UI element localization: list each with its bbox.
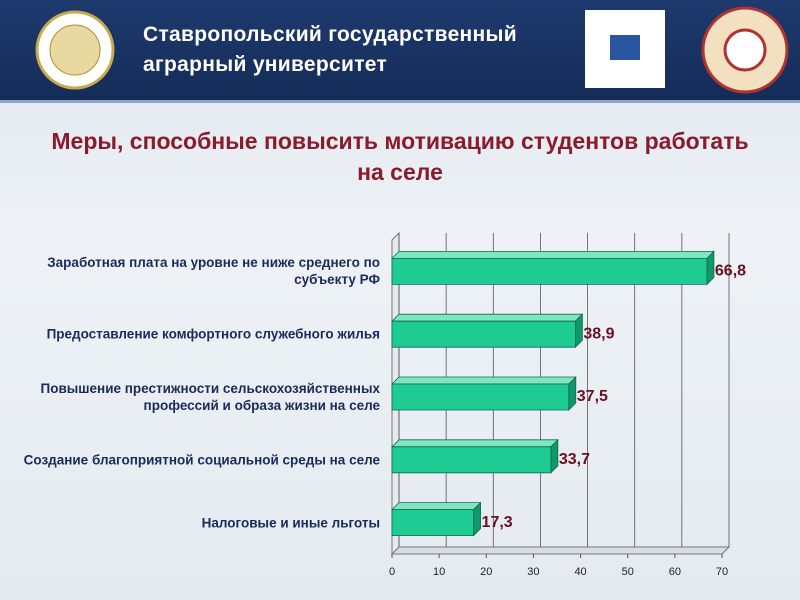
y-tick-label: Предоставление комфортного служебного жи… (46, 326, 380, 342)
x-tick-label: 60 (669, 566, 681, 578)
y-tick-label: Повышение престижности сельскохозяйствен… (40, 381, 380, 413)
header-title: аграрный университет (143, 53, 388, 76)
header: Ставропольский государственный аграрный … (0, 0, 800, 103)
bar (391, 313, 584, 349)
x-tick-label: 30 (527, 566, 539, 578)
logo (610, 35, 640, 60)
value-label: 66,8 (715, 263, 746, 280)
bar-face (391, 439, 559, 448)
x-tick-label: 0 (389, 566, 395, 578)
bar-face (391, 320, 576, 348)
bar-face (391, 258, 708, 285)
x-tick-label: 40 (574, 566, 586, 578)
bar-face (391, 313, 584, 322)
y-tick-label: Создание благоприятной социальной среды … (23, 452, 380, 468)
value-label: 38,9 (583, 325, 614, 342)
bar-face (391, 502, 482, 510)
bar-face (391, 251, 715, 259)
value-label: 37,5 (577, 388, 608, 405)
header-title: Ставропольский государственный (143, 23, 517, 46)
bar (391, 438, 559, 474)
x-tick-label: 50 (622, 566, 634, 578)
value-label: 17,3 (482, 514, 513, 531)
bar-face (391, 509, 474, 536)
x-tick-label: 20 (480, 566, 492, 578)
x-tick-label: 10 (433, 566, 445, 578)
bar-face (391, 383, 570, 411)
chart-title: Меры, способные повысить мотивацию студе… (51, 128, 749, 185)
logo (723, 28, 767, 72)
bar (391, 501, 482, 537)
y-tick-label: Налоговые и иные льготы (201, 515, 380, 531)
logos (35, 6, 789, 94)
value-label: 33,7 (559, 451, 590, 468)
x-tick-label: 70 (716, 566, 728, 578)
bar (391, 250, 715, 286)
bar-face (391, 446, 552, 474)
logo (49, 24, 101, 76)
floor (390, 546, 731, 555)
y-tick-label: Заработная плата на уровне не ниже средн… (47, 255, 380, 288)
bar-face (391, 376, 577, 385)
bar (391, 376, 577, 411)
